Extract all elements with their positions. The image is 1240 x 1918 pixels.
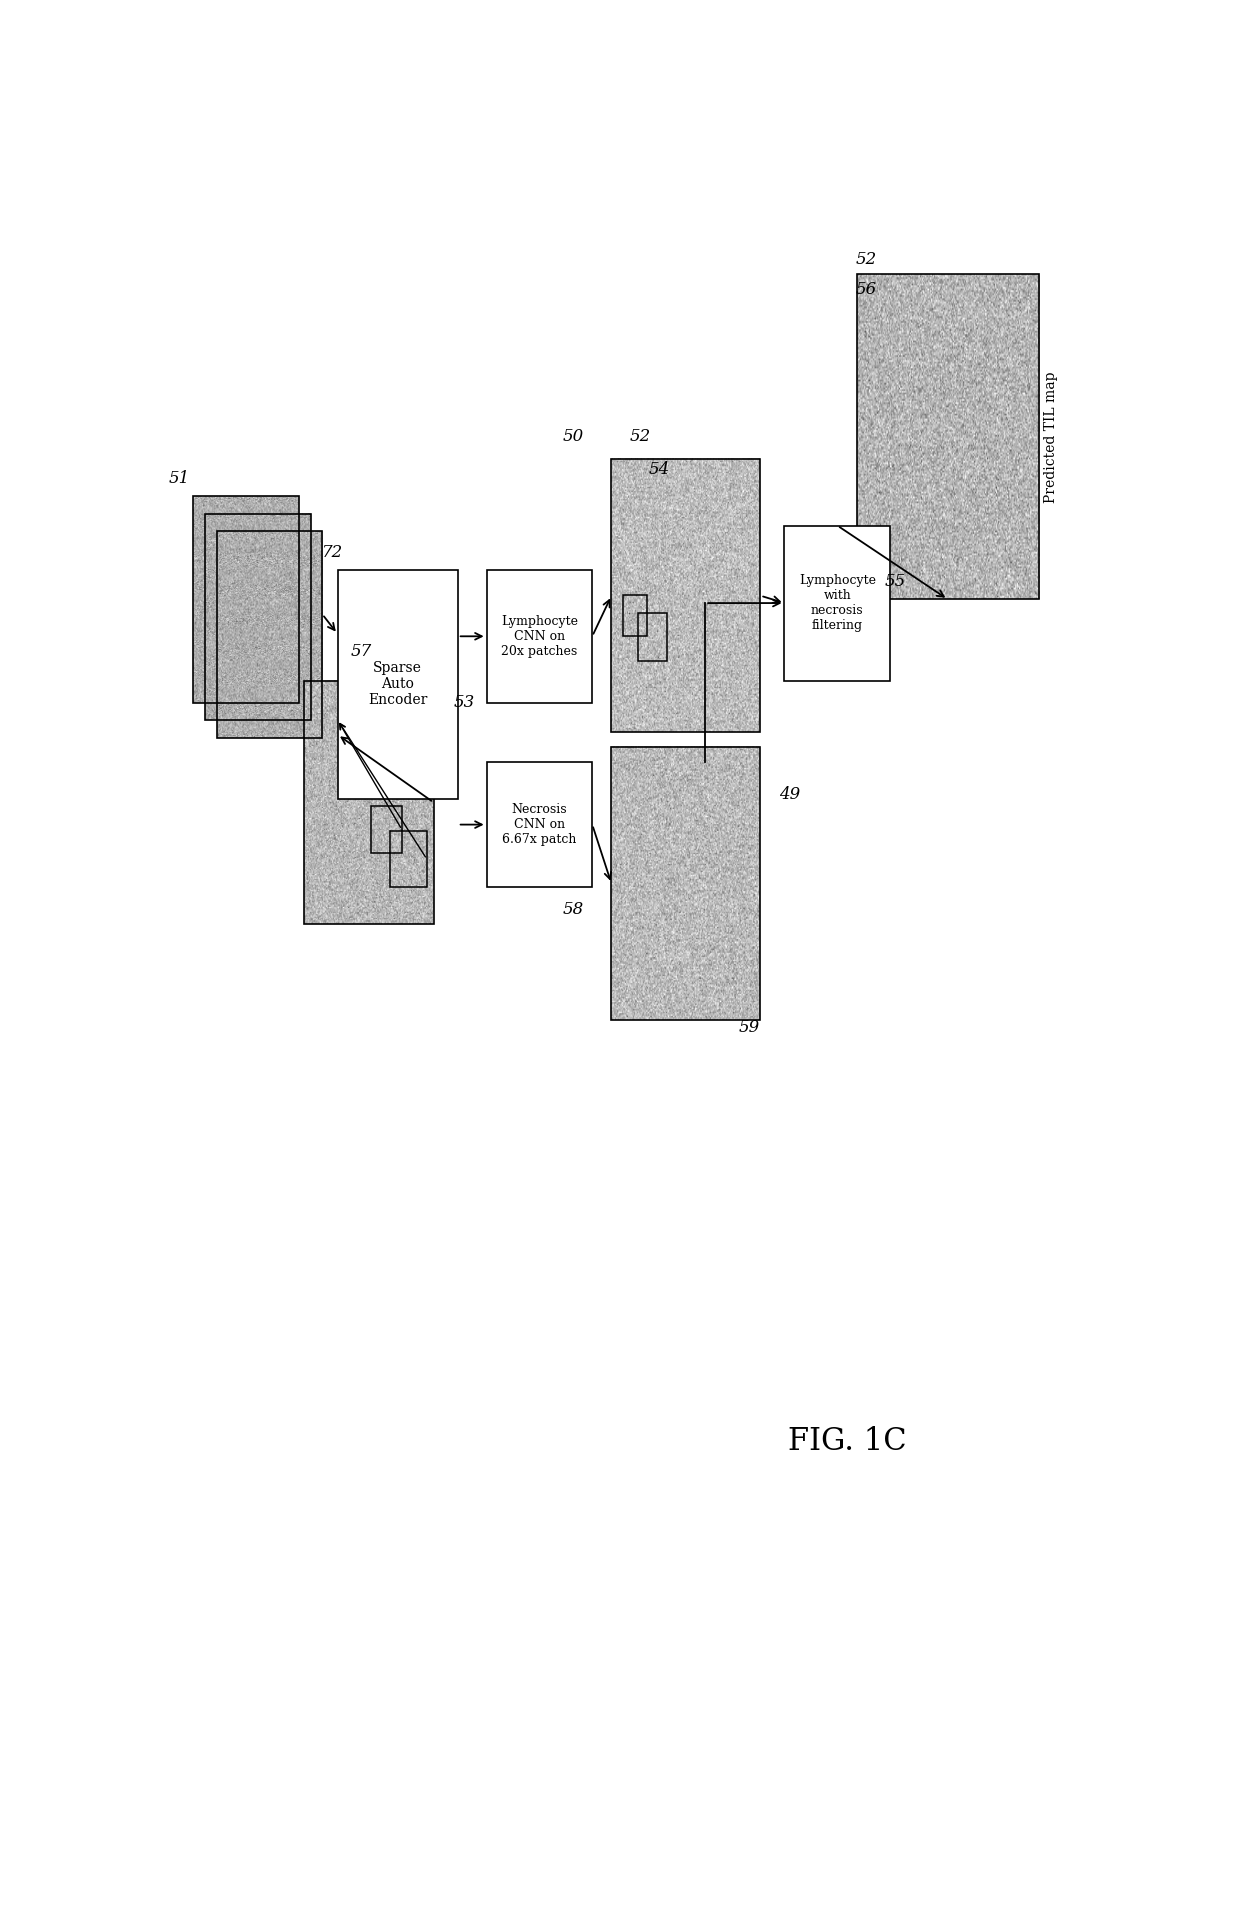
Text: 52: 52 xyxy=(630,428,651,445)
Bar xyxy=(391,830,427,888)
Text: Sparse
Auto
Encoder: Sparse Auto Encoder xyxy=(368,662,428,708)
Bar xyxy=(611,458,760,733)
Bar xyxy=(486,761,593,888)
Text: 54: 54 xyxy=(649,460,670,478)
Text: Lymphocyte
with
necrosis
filtering: Lymphocyte with necrosis filtering xyxy=(799,573,875,633)
Text: 72: 72 xyxy=(322,543,343,560)
Text: 53: 53 xyxy=(454,694,475,712)
Bar xyxy=(486,570,593,702)
Bar xyxy=(217,531,322,738)
Text: 51: 51 xyxy=(169,470,190,487)
Text: 49: 49 xyxy=(779,786,800,804)
Text: Lymphocyte
CNN on
20x patches: Lymphocyte CNN on 20x patches xyxy=(501,616,578,658)
Text: 59: 59 xyxy=(738,1018,760,1036)
Text: 52: 52 xyxy=(856,251,877,269)
Bar xyxy=(622,595,647,637)
Bar xyxy=(611,746,760,1020)
Bar xyxy=(785,526,890,681)
Bar xyxy=(639,612,667,662)
Text: Predicted TIL map: Predicted TIL map xyxy=(1044,372,1058,503)
Text: 56: 56 xyxy=(856,280,877,297)
Bar xyxy=(857,274,1039,598)
Text: 57: 57 xyxy=(351,643,372,660)
Text: 55: 55 xyxy=(884,573,905,591)
Bar xyxy=(337,570,458,798)
Text: 50: 50 xyxy=(563,428,584,445)
Bar xyxy=(193,497,299,702)
Bar xyxy=(205,514,311,721)
Text: Necrosis
CNN on
6.67x patch: Necrosis CNN on 6.67x patch xyxy=(502,804,577,846)
Text: FIG. 1C: FIG. 1C xyxy=(787,1425,906,1456)
Bar xyxy=(371,806,402,854)
Bar xyxy=(304,681,434,924)
Text: 58: 58 xyxy=(563,901,584,919)
